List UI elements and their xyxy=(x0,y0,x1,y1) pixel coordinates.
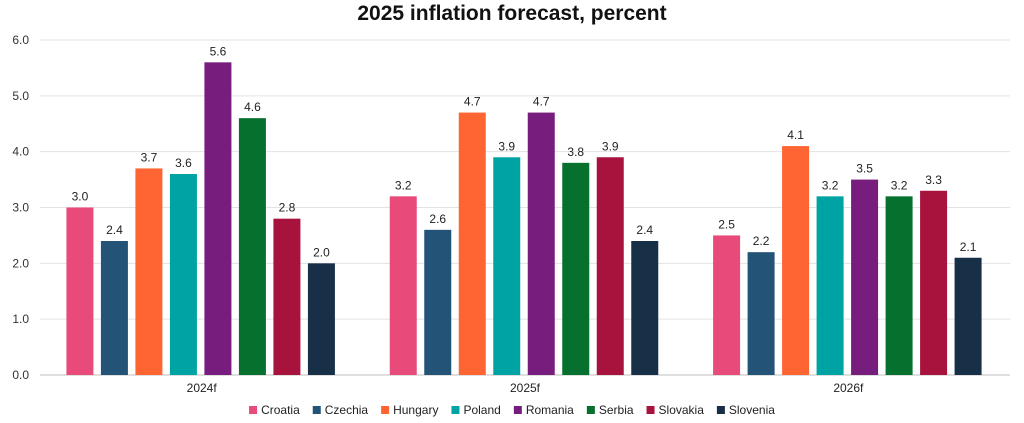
bar xyxy=(424,229,452,375)
x-axis-categories: 2024f 2025f 2026f xyxy=(187,381,864,395)
bar xyxy=(238,118,266,376)
data-label: 3.9 xyxy=(602,139,619,153)
bar xyxy=(527,112,555,375)
data-label: 2.0 xyxy=(313,245,330,259)
bar xyxy=(389,196,417,375)
data-label: 2.2 xyxy=(753,234,770,248)
legend-swatch xyxy=(646,406,655,414)
chart-title: 2025 inflation forecast, percent xyxy=(357,2,667,25)
data-label: 4.7 xyxy=(464,95,481,109)
bar xyxy=(169,174,197,375)
bar xyxy=(885,196,913,375)
bar xyxy=(273,218,301,375)
bar xyxy=(562,162,590,375)
y-tick-label: 0.0 xyxy=(12,368,29,382)
legend-swatch xyxy=(586,406,595,414)
y-tick-label: 3.0 xyxy=(12,201,29,215)
bar xyxy=(493,157,521,375)
bar xyxy=(954,257,982,375)
data-label: 4.7 xyxy=(533,95,550,109)
data-label: 3.2 xyxy=(822,178,839,192)
legend-label: Slovenia xyxy=(729,403,775,417)
legend-swatch xyxy=(312,406,321,414)
y-tick-label: 4.0 xyxy=(12,145,29,159)
y-axis-ticks: 0.0 1.0 2.0 3.0 4.0 5.0 6.0 xyxy=(12,33,29,382)
data-label: 3.2 xyxy=(891,178,908,192)
bars xyxy=(66,62,982,376)
data-label: 3.3 xyxy=(925,173,942,187)
gridlines xyxy=(40,39,1010,376)
bar xyxy=(920,190,948,375)
data-label: 2.8 xyxy=(279,201,296,215)
y-tick-label: 1.0 xyxy=(12,312,29,326)
y-tick-label: 5.0 xyxy=(12,89,29,103)
legend-swatch xyxy=(249,406,258,414)
legend: Croatia Czechia Hungary Poland Romania Serbia… xyxy=(249,403,775,417)
data-label: 3.7 xyxy=(141,150,158,164)
data-label: 2.1 xyxy=(960,240,977,254)
data-label: 3.6 xyxy=(175,156,192,170)
bar xyxy=(596,157,624,375)
data-label: 3.9 xyxy=(498,139,515,153)
legend-label: Slovakia xyxy=(659,403,705,417)
bar xyxy=(100,241,128,375)
bar xyxy=(135,168,163,375)
legend-label: Hungary xyxy=(393,403,438,417)
bar xyxy=(713,235,741,375)
y-tick-label: 2.0 xyxy=(12,256,29,270)
category-label: 2024f xyxy=(187,381,218,395)
bar xyxy=(66,207,94,375)
category-label: 2025f xyxy=(510,381,541,395)
bar xyxy=(747,252,775,375)
legend-swatch xyxy=(513,406,522,414)
bar xyxy=(851,179,879,375)
data-label: 3.0 xyxy=(72,190,89,204)
data-label: 2.5 xyxy=(718,217,735,231)
data-label: 4.6 xyxy=(244,100,261,114)
legend-label: Serbia xyxy=(599,403,634,417)
y-tick-label: 6.0 xyxy=(12,33,29,47)
data-label: 3.5 xyxy=(856,162,873,176)
bar xyxy=(204,62,232,375)
legend-swatch xyxy=(451,406,460,414)
legend-swatch xyxy=(381,406,390,414)
data-label: 4.1 xyxy=(787,128,804,142)
bar xyxy=(631,241,659,375)
data-label: 2.4 xyxy=(106,223,123,237)
data-labels: 3.0 2.4 3.7 3.6 5.6 4.6 2.8 2.0 3.2 2.6 4.7 3.9 4.7 3… xyxy=(72,44,977,259)
data-label: 2.6 xyxy=(429,212,446,226)
legend-swatch xyxy=(716,406,725,414)
bar xyxy=(816,196,844,375)
data-label: 3.2 xyxy=(395,178,412,192)
legend-label: Romania xyxy=(526,403,574,417)
data-label: 3.8 xyxy=(567,145,584,159)
legend-label: Croatia xyxy=(261,403,300,417)
category-label: 2026f xyxy=(833,381,864,395)
bar xyxy=(307,263,335,375)
data-label: 2.4 xyxy=(636,223,653,237)
data-label: 5.6 xyxy=(210,44,227,58)
legend-label: Czechia xyxy=(325,403,369,417)
bar xyxy=(782,146,810,375)
legend-label: Poland xyxy=(463,403,500,417)
bar xyxy=(458,112,486,375)
